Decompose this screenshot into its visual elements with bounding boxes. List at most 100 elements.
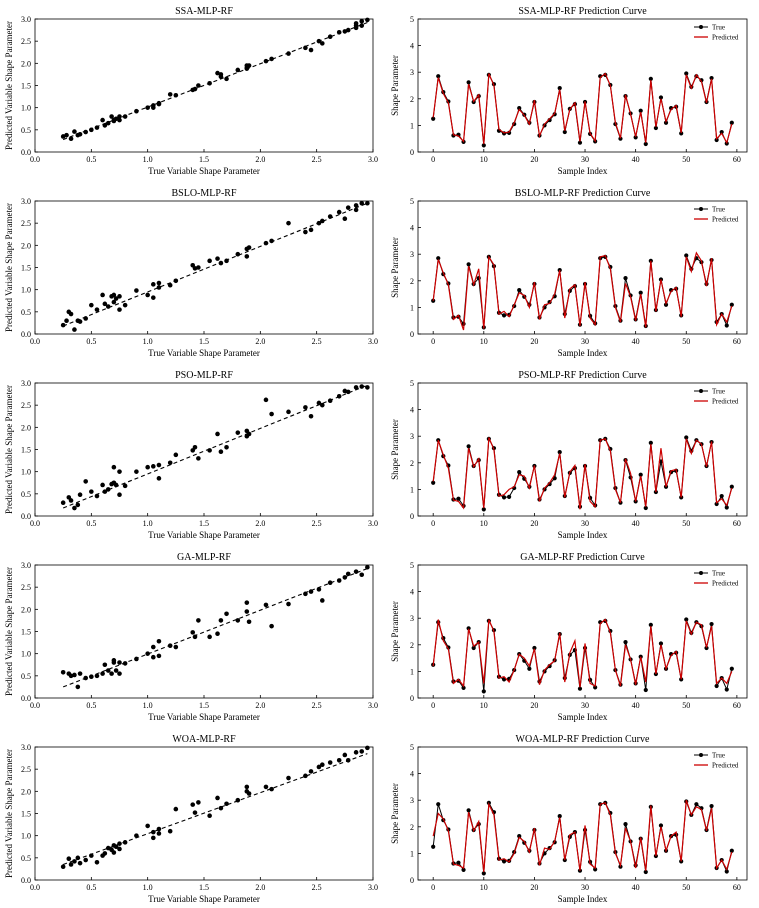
y-tick-label: 3 (410, 796, 414, 805)
scatter-point (308, 769, 314, 774)
y-tick-label: 5 (410, 561, 414, 570)
scatter-point (100, 482, 105, 488)
scatter-panel-1: BSLO-MLP-RF 0.0 0.5 1.0 1.5 2.0 2.5 3.0 0.0 0.5 1.… (4, 188, 378, 358)
curve-title: SSA-MLP-RF Prediction Curve (518, 6, 647, 17)
scatter-point (100, 117, 105, 123)
scatter-point (218, 805, 224, 811)
scatter-panel-0: SSA-MLP-RF 0.0 0.5 1.0 1.5 2.0 2.5 3.0 0.0 0.5 1.0… (4, 6, 378, 176)
scatter-point (327, 580, 333, 586)
scatter-point (215, 431, 220, 437)
y-tick-label: 0.0 (21, 694, 31, 703)
scatter-point (89, 302, 94, 308)
scatter-point (316, 587, 322, 592)
scatter-point (365, 385, 370, 390)
scatter-point (235, 251, 241, 257)
scatter-point (156, 476, 162, 481)
true-series-marker (532, 645, 537, 651)
scatter-point (173, 452, 179, 458)
y-tick-label: 1.0 (21, 468, 31, 477)
x-tick-label: 10 (480, 519, 488, 528)
scatter-point (263, 397, 269, 403)
curve-x-axis-label: Sample Index (558, 530, 608, 540)
x-tick-label: 30 (581, 155, 589, 164)
scatter-point (308, 47, 314, 53)
y-tick-label: 2.5 (21, 765, 31, 774)
true-series-marker (501, 313, 507, 318)
true-series-line (432, 619, 733, 692)
curve-x-axis-label: Sample Index (558, 894, 608, 904)
scatter-point (316, 400, 322, 406)
scatter-x-axis-label: True Variable Shape Parameter (148, 894, 260, 904)
scatter-point (353, 385, 359, 390)
scatter-point (327, 398, 333, 404)
x-tick-label: 30 (581, 701, 589, 710)
true-series-marker (648, 76, 653, 81)
x-tick-label: 1.5 (199, 883, 209, 892)
scatter-point (353, 21, 359, 26)
scatter-point (122, 302, 128, 308)
true-series-marker (431, 480, 436, 485)
scatter-panel-2: PSO-MLP-RF 0.0 0.5 1.0 1.5 2.0 2.5 3.0 0.0 0.5 1.0… (4, 370, 378, 540)
scatter-point (269, 56, 274, 62)
scatter-point (83, 857, 88, 863)
true-series-marker (648, 622, 653, 627)
scatter-point (156, 826, 162, 832)
true-series-marker (653, 125, 658, 131)
x-tick-label: 20 (530, 883, 538, 892)
y-tick-label: 0.0 (21, 876, 31, 885)
scatter-point (151, 282, 156, 287)
scatter-point (345, 27, 351, 33)
y-tick-label: 2.5 (21, 219, 31, 228)
scatter-point (336, 758, 342, 763)
true-series-marker (593, 867, 598, 872)
true-series-marker (704, 645, 709, 651)
y-tick-label: 0.0 (21, 512, 31, 521)
scatter-point (167, 460, 173, 466)
curve-y-axis-label: Shape Parameter (390, 419, 400, 480)
legend-predicted-label: Predicted (712, 216, 739, 224)
x-tick-label: 40 (632, 701, 640, 710)
curve-x-axis-label: Sample Index (558, 712, 608, 722)
true-series-marker (481, 507, 486, 512)
true-series-marker (658, 641, 664, 646)
scatter-point (327, 760, 333, 765)
true-series-marker (456, 860, 461, 865)
legend-true-marker (699, 207, 703, 211)
scatter-point (286, 51, 291, 56)
scatter-point (308, 589, 314, 594)
true-series-marker (461, 867, 466, 872)
scatter-point (207, 258, 212, 264)
scatter-point (117, 846, 122, 852)
y-tick-label: 3 (410, 614, 414, 623)
true-series-marker (684, 253, 689, 258)
y-tick-label: 2 (410, 277, 414, 286)
scatter-point (151, 835, 156, 841)
y-tick-label: 0 (410, 876, 414, 885)
scatter-point (342, 752, 348, 758)
true-series-marker (724, 505, 729, 510)
y-tick-label: 1 (410, 849, 414, 858)
x-tick-label: 1.5 (199, 155, 209, 164)
y-tick-label: 1.5 (21, 446, 31, 455)
y-tick-label: 5 (410, 15, 414, 24)
scatter-point (244, 254, 250, 259)
x-tick-label: 3.0 (368, 883, 378, 892)
true-series-marker (501, 859, 507, 864)
curve-title: PSO-MLP-RF Prediction Curve (518, 370, 647, 381)
scatter-point (365, 17, 370, 23)
x-tick-label: 0.5 (86, 155, 96, 164)
y-tick-label: 2 (410, 459, 414, 468)
y-tick-label: 0.0 (21, 330, 31, 339)
scatter-point (303, 229, 308, 235)
scatter-point (94, 307, 100, 312)
x-tick-label: 2.0 (255, 337, 265, 346)
true-series-marker (557, 450, 562, 455)
y-tick-label: 3 (410, 432, 414, 441)
true-series-marker (729, 120, 734, 125)
true-series-marker (593, 685, 598, 690)
curve-axes-frame (417, 564, 748, 699)
scatter-point (196, 83, 201, 88)
legend-true-marker (699, 25, 703, 29)
true-series-marker (684, 435, 689, 440)
